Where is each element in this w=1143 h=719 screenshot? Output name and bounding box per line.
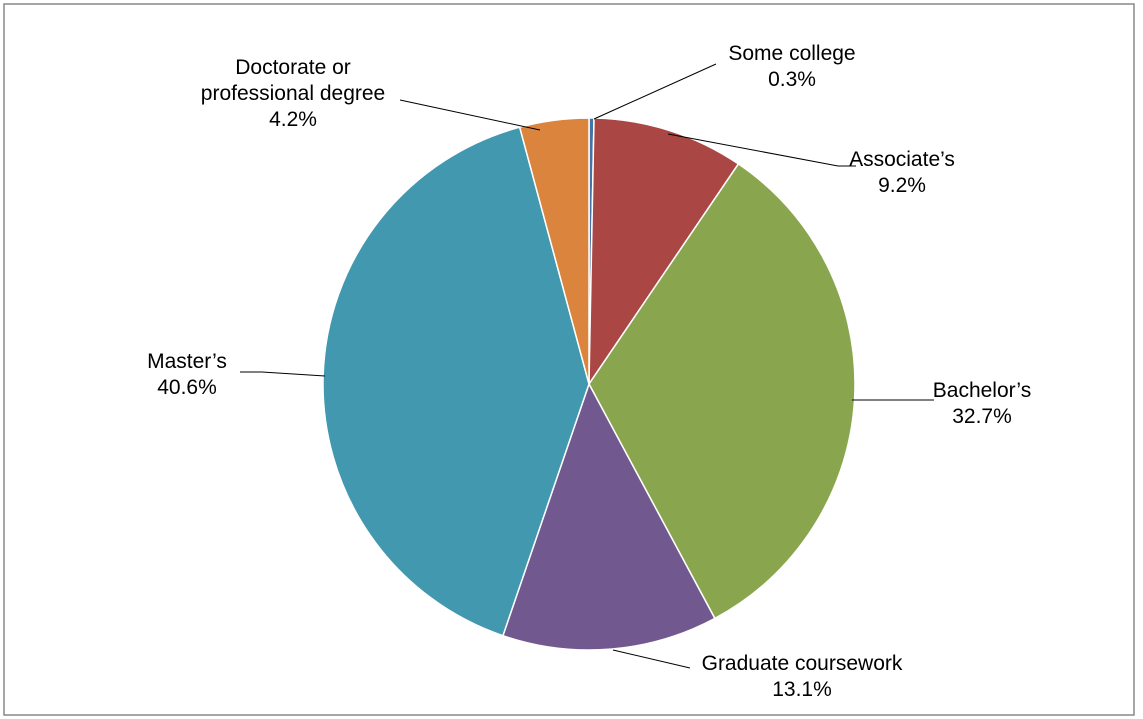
leaders-layer bbox=[240, 63, 934, 669]
slice-label: Master’s 40.6% bbox=[147, 350, 227, 399]
slice-percent-label: 13.1% bbox=[772, 678, 832, 701]
slice-percent-label: 32.7% bbox=[952, 405, 1012, 428]
pie-slice-master-s bbox=[322, 126, 590, 637]
slice-label: Bachelor’s 32.7% bbox=[933, 379, 1031, 428]
slice-name-label: Graduate coursework bbox=[702, 652, 903, 675]
pie-slice-bachelor-s bbox=[588, 162, 856, 620]
pie-slice-graduate-coursework bbox=[501, 382, 716, 651]
slices-layer bbox=[322, 117, 856, 651]
pie-slice-associate-s bbox=[588, 117, 740, 387]
leader-line bbox=[612, 649, 691, 669]
slice-percent-label: 4.2% bbox=[269, 108, 317, 131]
slice-percent-label: 40.6% bbox=[157, 376, 217, 399]
slice-label: Associate’s 9.2% bbox=[849, 148, 955, 197]
leader-line bbox=[399, 99, 541, 131]
leader-line bbox=[593, 63, 717, 120]
pie-slice-doctorate-or-professional-degree bbox=[518, 117, 590, 385]
slice-percent-label: 9.2% bbox=[878, 174, 926, 197]
leader-line bbox=[667, 133, 856, 167]
slice-percent-label: 0.3% bbox=[768, 68, 816, 91]
slice-name-label: Some college bbox=[728, 42, 855, 65]
slice-label: Doctorate or professional degree 4.2% bbox=[201, 56, 385, 131]
chart-border bbox=[3, 3, 1135, 716]
slice-name-label: Associate’s bbox=[849, 148, 955, 171]
labels-layer: Some college 0.3% Associate’s 9.2% Bachelor’… bbox=[147, 42, 1031, 701]
slice-label: Graduate coursework 13.1% bbox=[702, 652, 903, 701]
slice-name-label: Doctorate or bbox=[235, 56, 351, 79]
leader-line bbox=[240, 371, 326, 377]
slice-name-label: Master’s bbox=[147, 350, 227, 373]
slice-name-label: professional degree bbox=[201, 82, 385, 105]
slice-name-label: Bachelor’s bbox=[933, 379, 1031, 402]
slice-label: Some college 0.3% bbox=[728, 42, 855, 91]
